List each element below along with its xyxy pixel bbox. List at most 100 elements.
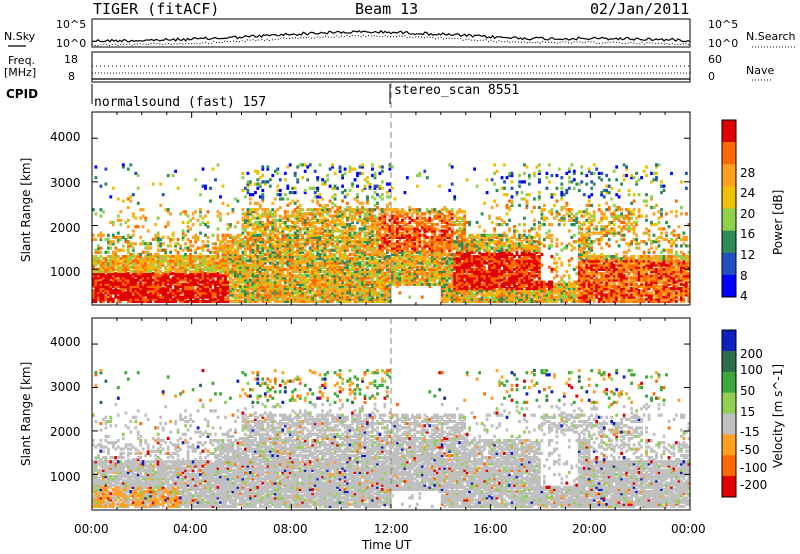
power-cell (323, 276, 327, 280)
power-cell (159, 263, 163, 267)
power-cell (116, 284, 120, 289)
power-cell (353, 299, 357, 303)
power-cell (159, 276, 163, 280)
power-cell (144, 216, 148, 220)
power-cell (398, 248, 402, 252)
power-cell (273, 218, 277, 222)
power-cell (443, 237, 447, 242)
power-cell (211, 291, 215, 295)
power-cell (353, 246, 357, 250)
power-cell (119, 276, 123, 280)
power-cell (445, 274, 449, 278)
power-cell (316, 212, 320, 216)
power-cell (291, 289, 295, 293)
power-cell (396, 227, 399, 231)
power-cell (258, 220, 262, 225)
power-cell (378, 299, 382, 303)
power-cell (209, 295, 212, 299)
power-cell (196, 282, 200, 286)
power-cell (226, 265, 230, 269)
power-cell (211, 276, 215, 280)
power-cell (189, 287, 192, 291)
power-cell (144, 263, 148, 267)
power-cell (298, 284, 302, 289)
power-cell (111, 240, 115, 244)
power-cell (381, 289, 384, 293)
power-cell (116, 267, 120, 271)
power-cell (111, 278, 115, 282)
power-cell (343, 246, 347, 250)
power-cell (201, 246, 205, 250)
power-cell (94, 272, 98, 276)
power-cell (131, 265, 135, 269)
power-cell (433, 250, 437, 254)
power-cell (201, 297, 205, 301)
power-cell (398, 276, 402, 280)
power-cell (174, 267, 177, 271)
power-cell (261, 223, 265, 227)
power-cell (196, 293, 200, 297)
power-cell (346, 289, 349, 293)
power-cell (298, 280, 302, 284)
power-cell (336, 257, 339, 261)
power-cell (191, 255, 195, 259)
power-cell (296, 289, 300, 293)
power-cell (94, 255, 98, 259)
power-cell (176, 274, 180, 278)
power-cell (453, 265, 457, 269)
power-cell (321, 299, 324, 303)
power-cell (196, 287, 200, 291)
power-cell (219, 280, 222, 284)
power-cell (381, 252, 384, 257)
power-cell (293, 263, 297, 267)
power-cell (311, 263, 315, 267)
power-cell (99, 265, 103, 269)
power-cell (408, 255, 412, 259)
power-cell (246, 293, 250, 297)
power-cell (298, 297, 302, 301)
power-cell (463, 295, 467, 299)
power-cell (156, 282, 160, 286)
power-cell (463, 297, 467, 301)
power-cell (331, 272, 334, 276)
power-cell (445, 210, 449, 214)
power-cell (388, 167, 392, 171)
power-cell (468, 280, 471, 284)
power-cell (373, 274, 377, 278)
power-cell (194, 272, 197, 276)
power-cell (460, 261, 464, 265)
power-cell (358, 208, 362, 212)
power-cell (428, 227, 432, 231)
beam-title: Beam 13 (355, 0, 419, 18)
power-cell (199, 257, 202, 261)
power-cell (343, 171, 347, 175)
power-cell (199, 214, 202, 218)
power-cell (239, 257, 242, 261)
power-cell (383, 259, 387, 263)
power-cell (363, 280, 367, 284)
power-cell (430, 244, 434, 248)
power-cell (316, 267, 320, 271)
power-cell (371, 284, 374, 289)
power-cell (263, 223, 267, 227)
power-cell (348, 287, 352, 291)
power-cell (378, 212, 382, 216)
power-cell (191, 291, 195, 295)
power-cell (348, 169, 352, 173)
power-cell (338, 205, 342, 210)
power-cell (229, 276, 232, 280)
power-cell (455, 278, 459, 282)
power-cell (94, 248, 98, 252)
power-cell (126, 248, 130, 252)
power-cell (455, 295, 459, 299)
power-cell (328, 199, 332, 203)
power-cell (323, 233, 327, 237)
power-cell (366, 180, 369, 184)
power-cell (455, 282, 459, 286)
power-cell (358, 299, 362, 303)
power-cell (151, 261, 155, 265)
power-cell (403, 265, 407, 269)
power-cell (126, 265, 130, 269)
power-cell (191, 261, 195, 265)
power-cell (353, 278, 357, 282)
